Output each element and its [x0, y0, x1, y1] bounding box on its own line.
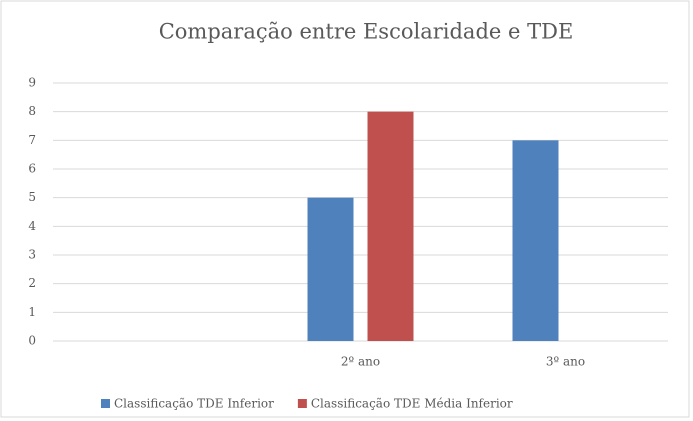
y-tick-label: 1	[28, 305, 36, 319]
bar	[512, 140, 559, 341]
y-tick-label: 5	[28, 190, 36, 204]
y-tick-label: 0	[28, 334, 36, 348]
y-tick-label: 8	[28, 104, 36, 118]
legend-label: Classificação TDE Inferior	[114, 397, 274, 411]
legend-swatch	[101, 399, 110, 408]
y-tick-label: 2	[28, 276, 36, 290]
y-tick-label: 3	[28, 248, 36, 262]
y-tick-label: 9	[28, 76, 36, 90]
legend-label: Classificação TDE Média Inferior	[311, 397, 513, 411]
bar	[367, 111, 414, 342]
legend-swatch	[297, 399, 307, 408]
x-tick-label: 2º ano	[341, 355, 380, 369]
chart-title: Comparação entre Escolaridade e TDE	[159, 20, 574, 44]
y-tick-label: 4	[28, 219, 36, 233]
bar	[307, 197, 354, 341]
y-tick-label: 7	[28, 133, 36, 147]
x-tick-label: 3º ano	[546, 355, 585, 369]
y-tick-label: 6	[28, 162, 36, 176]
